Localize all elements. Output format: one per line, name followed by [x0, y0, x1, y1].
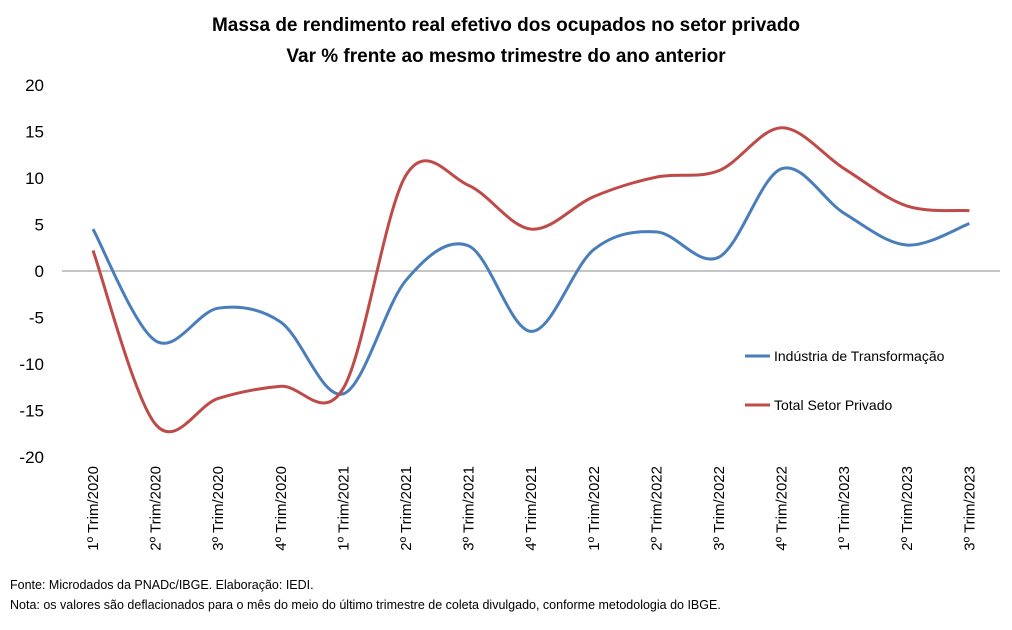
chart-subtitle: Var % frente ao mesmo trimestre do ano a… [286, 46, 726, 67]
legend-label-industria: Indústria de Transformação [774, 348, 945, 364]
x-tick-label: 2º Trim/2020 [148, 466, 165, 551]
x-tick-label: 3º Trim/2022 [711, 466, 728, 551]
x-tick-label: 1º Trim/2022 [586, 466, 603, 551]
x-tick-label: 3º Trim/2021 [461, 466, 478, 551]
x-tick-label: 1º Trim/2021 [335, 466, 352, 551]
x-tick-label: 2º Trim/2021 [398, 466, 415, 551]
source-note: Fonte: Microdados da PNADc/IBGE. Elabora… [10, 578, 314, 592]
x-tick-label: 4º Trim/2022 [774, 466, 791, 551]
x-axis: 1º Trim/2020 2º Trim/2020 3º Trim/2020 4º T… [85, 466, 978, 551]
y-tick-label: 0 [35, 262, 44, 281]
y-tick-label: -10 [19, 355, 44, 374]
y-tick-label: 10 [25, 169, 44, 188]
methodology-note: Nota: os valores são deflacionados para … [10, 598, 721, 612]
y-tick-label: 5 [35, 216, 44, 235]
y-tick-label: 20 [25, 76, 44, 95]
chart-title: Massa de rendimento real efetivo dos ocu… [212, 15, 800, 36]
legend-label-total: Total Setor Privado [774, 397, 892, 413]
y-tick-label: 15 [25, 123, 44, 142]
series-line-industria [91, 166, 970, 396]
x-tick-label: 1º Trim/2023 [836, 466, 853, 551]
y-axis: 20 15 10 5 0 -5 -10 -15 -20 [19, 76, 44, 467]
series-line-total [91, 126, 970, 434]
legend: Indústria de Transformação Total Setor P… [745, 348, 945, 413]
x-tick-label: 3º Trim/2023 [961, 466, 978, 551]
y-tick-label: -15 [19, 402, 44, 421]
y-tick-label: -5 [29, 309, 44, 328]
x-tick-label: 2º Trim/2023 [899, 466, 916, 551]
series-lines [91, 126, 970, 434]
x-tick-label: 4º Trim/2021 [523, 466, 540, 551]
x-tick-label: 1º Trim/2020 [85, 466, 102, 551]
x-tick-label: 4º Trim/2020 [273, 466, 290, 551]
y-tick-label: -20 [19, 448, 44, 467]
x-tick-label: 3º Trim/2020 [210, 466, 227, 551]
x-tick-label: 2º Trim/2022 [648, 466, 665, 551]
